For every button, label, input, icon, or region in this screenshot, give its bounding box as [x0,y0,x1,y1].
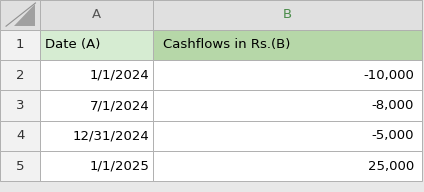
Bar [40,0,153,30]
Bar [0,30,40,60]
Text: 25,000: 25,000 [368,160,414,173]
Text: -5,000: -5,000 [371,129,414,142]
Bar [40,30,153,60]
Bar [0,60,40,90]
Text: 1/1/2025: 1/1/2025 [89,160,149,173]
Text: 4: 4 [16,129,24,142]
Bar [153,30,422,60]
Text: Date (A): Date (A) [45,38,100,51]
Text: Cashflows in Rs.(B): Cashflows in Rs.(B) [163,38,291,51]
Text: A: A [92,8,101,21]
Text: 1/1/2024: 1/1/2024 [89,69,149,82]
Bar [40,90,153,121]
Text: B: B [283,8,292,21]
Text: 2: 2 [16,69,25,82]
Bar [40,60,153,90]
Bar [40,121,153,151]
Text: 1: 1 [16,38,25,51]
Bar [0,90,40,121]
Bar [0,0,40,30]
Text: 5: 5 [16,160,25,173]
Text: 12/31/2024: 12/31/2024 [73,129,149,142]
Bar [153,0,422,30]
Bar [153,151,422,181]
Polygon shape [14,4,36,26]
Bar [153,121,422,151]
Bar [40,151,153,181]
Text: 7/1/2024: 7/1/2024 [89,99,149,112]
Bar [153,90,422,121]
Text: -8,000: -8,000 [371,99,414,112]
Text: 3: 3 [16,99,25,112]
Bar [153,60,422,90]
Bar [0,121,40,151]
Text: -10,000: -10,000 [363,69,414,82]
Bar [0,151,40,181]
